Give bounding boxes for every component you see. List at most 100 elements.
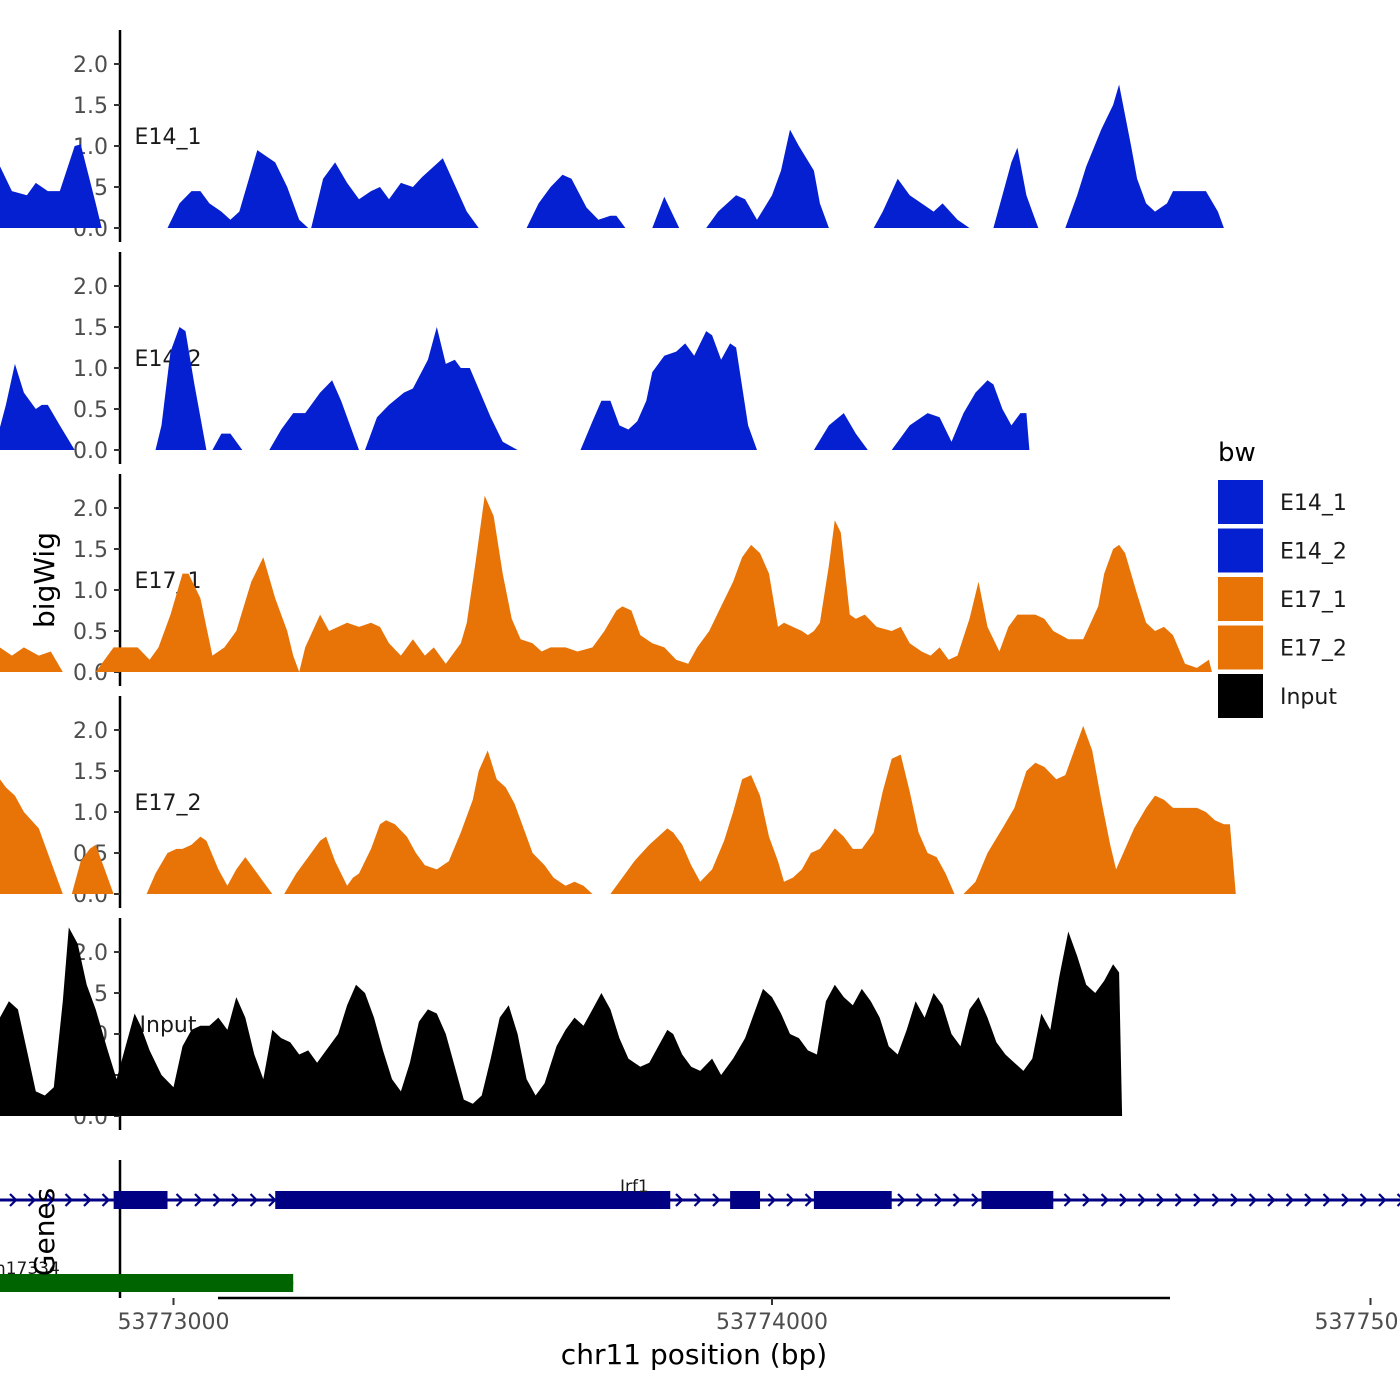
signal-area [0,144,102,228]
signal-area [813,413,868,450]
legend-title: bw [1218,438,1256,468]
strand-arrow [175,1193,185,1207]
x-tick-label: 53774000 [716,1310,828,1335]
y-tick-label: 0.5 [73,620,108,645]
signal-area [706,129,829,228]
track-label: E14_1 [135,125,202,150]
y-tick-label: 1.5 [73,94,108,119]
signal-area [0,779,63,894]
signal-area [146,836,273,894]
gene-label: Gm17334 [0,1259,60,1279]
strand-arrow [804,1193,814,1207]
strand-arrow [83,1193,92,1207]
strand-arrow [268,1193,277,1207]
strand-arrow [101,1193,111,1207]
strand-arrow [212,1193,222,1207]
strand-arrow [1119,1193,1128,1207]
legend-key [1218,674,1263,718]
exon [813,1191,892,1209]
exon [275,1191,671,1209]
strand-arrow [915,1193,925,1207]
track-label: E17_2 [135,791,202,816]
signal-area [167,150,309,228]
legend-key [1218,528,1263,573]
signal-area [963,725,1236,894]
signal-area [95,495,1212,672]
signal-area [212,433,243,450]
strand-arrow [712,1193,721,1207]
signal-area [526,174,626,228]
y-tick-label: 1.5 [73,538,108,563]
strand-arrow [952,1193,962,1207]
strand-arrow [194,1193,203,1207]
legend-key [1218,480,1263,524]
strand-arrow [1174,1193,1184,1207]
gene-label: Irf1 [620,1177,649,1197]
y-tick-label: 1.5 [73,316,108,341]
strand-arrow [767,1193,777,1207]
strand-arrow [693,1193,703,1207]
strand-arrow [1359,1193,1369,1207]
y-tick-label: 2.0 [73,497,108,522]
legend-label: E17_2 [1280,637,1347,662]
signal-area [0,363,75,450]
y-axis-title: bigWig [28,532,61,628]
strand-arrow [1378,1193,1387,1207]
signal-area [993,147,1039,228]
signal-area [891,380,1030,450]
strand-arrow [1304,1193,1313,1207]
y-tick-label: 1.0 [73,579,108,604]
signal-area [155,327,207,450]
x-axis-title: chr11 position (bp) [561,1338,827,1371]
y-tick-label: 2.0 [73,53,108,78]
legend-key [1218,577,1263,621]
x-axis: 53773000 53774000 53775000 [118,1296,1400,1335]
signal-area [269,380,359,450]
strand-arrow [675,1193,684,1207]
strand-arrow [1137,1193,1147,1207]
strand-arrow [1082,1193,1091,1207]
x-tick-label: 53773000 [118,1310,230,1335]
y-tick-label: 2.0 [73,719,108,744]
legend-label: E14_2 [1280,540,1347,565]
gene-irf1: Irf1 [0,1177,1400,1209]
strand-arrow [249,1193,259,1207]
y-tick-label: 1.5 [73,760,108,785]
strand-arrow [971,1193,980,1207]
genes-axis-title: Genes [28,1188,61,1276]
strand-arrow [1063,1193,1073,1207]
strand-arrow [786,1193,795,1207]
legend-label: Input [1280,685,1337,710]
y-tick-label: 1.0 [73,357,108,382]
signal-area [610,754,955,894]
x-tick-label: 53775000 [1315,1310,1400,1335]
strand-arrow [1267,1193,1276,1207]
strand-arrow [27,1193,37,1207]
strand-arrow [897,1193,906,1207]
strand-arrow [46,1193,55,1207]
exon [730,1191,761,1209]
strand-arrow [1230,1193,1239,1207]
signal-area [0,927,1123,1116]
signal-area [873,178,970,228]
strand-arrow [64,1193,74,1207]
signal-area [311,158,479,228]
legend: bw E14_1 E14_2 E17_1 E17_2 Input [1218,438,1347,718]
strand-arrow [1341,1193,1350,1207]
signal-area [71,844,114,894]
track-panels: 0.00.51.01.52.0E14_10.00.51.01.52.0E14_2… [0,30,1236,1130]
exon [113,1191,168,1209]
signal-area [284,750,593,894]
exon [981,1191,1054,1209]
signal-area [1065,84,1224,228]
strand-arrow [1193,1193,1202,1207]
strand-arrow [1100,1193,1110,1207]
track-label: Input [140,1013,197,1038]
y-tick-label: 1.0 [73,801,108,826]
